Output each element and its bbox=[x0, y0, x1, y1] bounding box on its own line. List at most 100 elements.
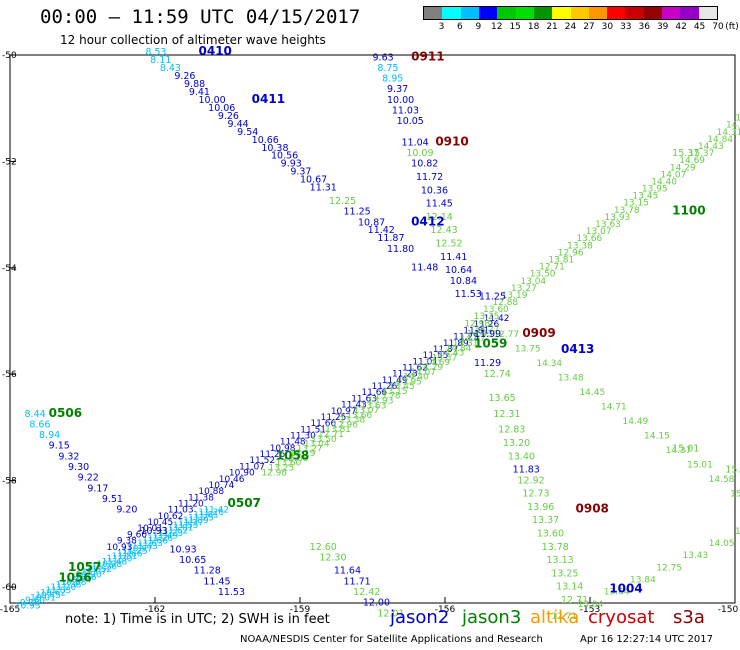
track-value-label: 14.84 bbox=[446, 344, 472, 354]
wave-height-label: 9.30 bbox=[68, 462, 89, 473]
track-value-label: 11.48 bbox=[280, 438, 306, 448]
satellite-legend-jason2: jason2 bbox=[390, 607, 450, 628]
track-value-label: 13.07 bbox=[353, 406, 379, 416]
track-value-label: 11.66 bbox=[117, 550, 143, 560]
wave-height-label: 11.99 bbox=[474, 329, 501, 340]
track-value-label: 14.29 bbox=[670, 163, 696, 173]
track-value-label: 13.38 bbox=[339, 416, 365, 426]
color-scale-swatch bbox=[460, 7, 479, 19]
track-value-label: 11.62 bbox=[163, 526, 189, 536]
wave-height-label: 10.67 bbox=[300, 175, 327, 186]
track-value-label: 11.55 bbox=[173, 521, 199, 531]
track-value-label: 13.84 bbox=[630, 575, 656, 585]
track-value-label: 13.38 bbox=[567, 241, 593, 251]
color-scale-swatch bbox=[662, 7, 681, 19]
color-scale-label: 27 bbox=[583, 22, 595, 32]
wave-height-label: 11.83 bbox=[513, 465, 540, 476]
color-scale-swatch bbox=[588, 7, 608, 19]
satellite-legend-jason3: jason3 bbox=[462, 607, 522, 628]
track-value-label: 11.66 bbox=[142, 537, 168, 547]
track-value-label: 13.95 bbox=[396, 377, 422, 387]
track-value-label: 11.26 bbox=[473, 320, 499, 330]
wave-height-label: 9.37 bbox=[387, 84, 408, 95]
wave-height-label: 10.56 bbox=[271, 151, 298, 162]
x-tick-label: -150 bbox=[718, 605, 739, 615]
track-value-label: 14.31 bbox=[717, 128, 740, 138]
color-scale-swatch bbox=[552, 7, 571, 19]
pass-time-label: 0910 bbox=[435, 134, 468, 148]
track-value-label: 12.98 bbox=[261, 468, 287, 478]
track-value-label: 13.25 bbox=[268, 464, 294, 474]
track-value-label: 11.20 bbox=[50, 583, 76, 593]
wave-height-label: 8.75 bbox=[377, 63, 398, 74]
track-value-label: 10.98 bbox=[270, 444, 296, 454]
track-value-label: 11.89 bbox=[183, 516, 209, 526]
wave-height-label: 13.14 bbox=[556, 582, 583, 593]
track-value-label: 10.74 bbox=[66, 575, 92, 585]
wave-height-label: 10.64 bbox=[445, 265, 472, 276]
track-value-label: 10.88 bbox=[61, 578, 87, 588]
track-value-label: 14.40 bbox=[403, 373, 429, 383]
track-value-label: 15.37 bbox=[431, 353, 457, 363]
track-value-label: 12.88 bbox=[492, 298, 518, 308]
wave-height-label: 12.14 bbox=[426, 212, 453, 223]
wave-height-label: 11.64 bbox=[334, 566, 361, 577]
wave-height-label: 12.83 bbox=[498, 425, 525, 436]
track-value-label: 14.69 bbox=[424, 358, 450, 368]
pass-time-label: 1056 bbox=[58, 571, 91, 585]
y-tick-label: -60 bbox=[2, 583, 17, 593]
wave-height-label: 11.25 bbox=[479, 292, 506, 303]
track-value-label: 11.03 bbox=[45, 586, 71, 596]
color-scale-swatch bbox=[497, 7, 516, 19]
track-value-label: 13.04 bbox=[520, 277, 546, 287]
track-value-label: 11.89 bbox=[443, 339, 469, 349]
track-value-label: 9.60 bbox=[127, 530, 147, 540]
color-scale-label: 12 bbox=[491, 22, 503, 32]
track-value-label: 11.42 bbox=[484, 314, 510, 324]
y-tick-label: -50 bbox=[2, 51, 17, 61]
color-scale-label: 9 bbox=[475, 22, 482, 32]
track-value-label: 11.25 bbox=[321, 413, 347, 423]
track-value-label: 14.37 bbox=[666, 446, 692, 456]
wave-height-label: 8.94 bbox=[39, 430, 60, 441]
track-value-label: 11.26 bbox=[198, 508, 224, 518]
track-value-label: 11.38 bbox=[188, 493, 214, 503]
track-value-label: 14.69 bbox=[679, 156, 705, 166]
track-value-label: 10.46 bbox=[219, 475, 245, 485]
track-value-label: 11.37 bbox=[433, 345, 459, 355]
track-value-label: 13.27 bbox=[297, 444, 323, 454]
x-tick-label: -162 bbox=[145, 605, 165, 615]
wave-height-label: 9.20 bbox=[116, 505, 137, 516]
track-value-label: 12.75 bbox=[656, 563, 682, 573]
map-frame bbox=[9, 54, 736, 604]
pass-time-label: 0507 bbox=[228, 496, 261, 510]
track-value-label: 12.88 bbox=[283, 454, 309, 464]
track-value-label: 13.63 bbox=[595, 220, 621, 230]
wave-height-label: 9.32 bbox=[58, 451, 79, 462]
track-value-label: 9.60 bbox=[25, 596, 45, 606]
wave-height-label: 13.37 bbox=[532, 515, 559, 526]
color-scale-swatch bbox=[570, 7, 589, 19]
wave-height-label: 13.20 bbox=[503, 438, 530, 449]
track-value-label: 11.25 bbox=[188, 513, 214, 523]
track-value-label: 14.07 bbox=[460, 334, 486, 344]
track-value-label: 11.01 bbox=[412, 357, 438, 367]
track-value-label: 13.78 bbox=[375, 392, 401, 402]
track-value-label: 11.81 bbox=[463, 326, 489, 336]
wave-height-label: 11.45 bbox=[426, 199, 453, 210]
wave-height-label: 12.71 bbox=[561, 595, 588, 606]
wave-height-label: 9.63 bbox=[373, 52, 394, 63]
track-value-label: 11.23 bbox=[392, 370, 418, 380]
track-value-label: 13.50 bbox=[311, 435, 337, 445]
pass-time-label: 0909 bbox=[522, 326, 555, 340]
pass-time-label: 0911 bbox=[411, 49, 444, 63]
wave-height-label: 12.42 bbox=[353, 587, 380, 598]
track-value-label: 13.63 bbox=[361, 401, 387, 411]
wave-height-label: 11.53 bbox=[455, 289, 482, 300]
y-tick-label: -52 bbox=[2, 157, 17, 167]
wave-height-label: 13.96 bbox=[527, 502, 554, 513]
wave-height-label: 10.00 bbox=[387, 95, 414, 106]
track-value-label: 12.63 bbox=[735, 527, 740, 537]
track-value-label: 10.45 bbox=[35, 591, 61, 601]
